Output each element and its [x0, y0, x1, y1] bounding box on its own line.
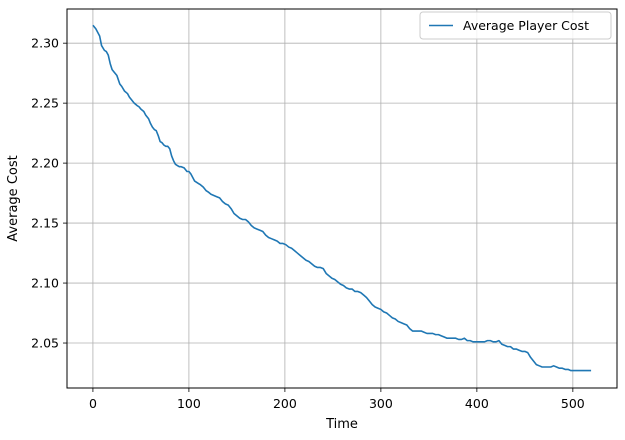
legend-label: Average Player Cost — [463, 18, 589, 33]
y-tick-label: 2.30 — [31, 36, 59, 51]
x-tick-label: 0 — [89, 396, 97, 411]
grid — [67, 9, 617, 388]
y-tick-label: 2.10 — [31, 276, 59, 291]
x-tick-label: 200 — [273, 396, 297, 411]
series-line-0 — [92, 24, 592, 372]
x-tick-label: 500 — [561, 396, 585, 411]
legend: Average Player Cost — [419, 11, 612, 40]
y-tick-label: 2.15 — [31, 216, 59, 231]
y-tick-label: 2.05 — [31, 336, 59, 351]
y-axis-label: Average Cost — [6, 155, 21, 241]
x-tick-label: 400 — [465, 396, 489, 411]
plot-area-frame — [66, 8, 618, 389]
y-tick-label: 2.20 — [31, 156, 59, 171]
axes: 0 100 200 300 400 500 2.05 2.10 2.15 2.20 2.25 2.30 — [31, 36, 585, 411]
series-layer — [92, 24, 592, 372]
x-axis-label: Time — [325, 417, 358, 432]
legend-box — [419, 11, 612, 40]
x-tick-label: 100 — [177, 396, 201, 411]
x-tick-label: 300 — [369, 396, 393, 411]
y-tick-label: 2.25 — [31, 96, 59, 111]
